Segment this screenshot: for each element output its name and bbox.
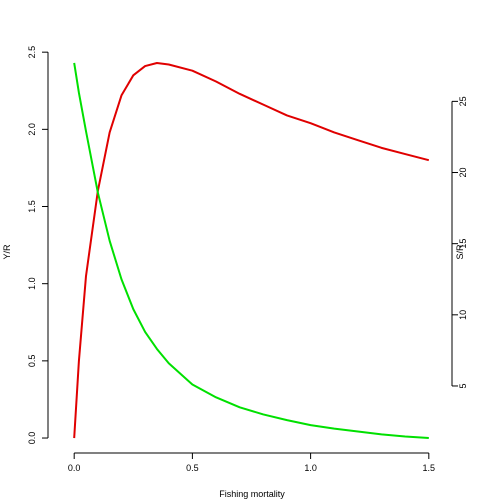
- y-tick-label: 2.0: [27, 123, 37, 136]
- y-axis-label: Y/R: [2, 244, 12, 260]
- y2-tick-label: 25: [458, 96, 468, 106]
- line: [73, 61, 430, 439]
- x-tick-label: 0.5: [186, 463, 199, 473]
- y-tick-label: 1.5: [27, 200, 37, 213]
- y2-axis-label: S/R: [455, 244, 465, 260]
- x-tick-label: 1.0: [304, 463, 317, 473]
- y2-tick-label: 10: [458, 310, 468, 320]
- x-tick-label: 0.0: [68, 463, 81, 473]
- line: [73, 62, 429, 440]
- x-tick-label: 1.5: [423, 463, 436, 473]
- y2-tick-label: 15: [458, 239, 468, 249]
- y2-tick-label: 20: [458, 168, 468, 178]
- y2-tick-label: 5: [458, 383, 468, 388]
- y-tick-label: 0.0: [27, 432, 37, 445]
- y-tick-label: 0.5: [27, 355, 37, 368]
- y-tick-label: 2.5: [27, 46, 37, 59]
- y-tick-label: 1.0: [27, 277, 37, 290]
- x-axis-label: Fishing mortality: [219, 489, 285, 499]
